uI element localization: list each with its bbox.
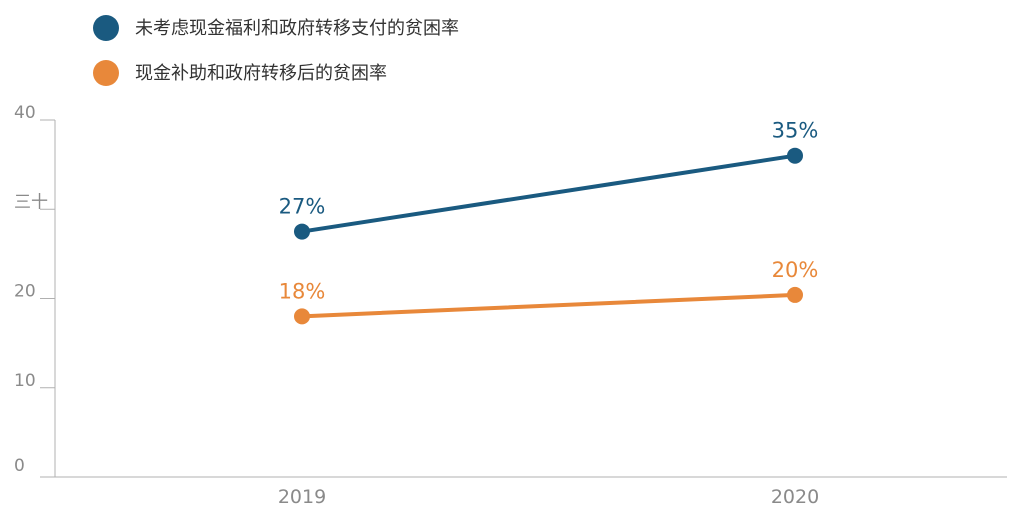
series-2-line [300,292,797,319]
series-1-label-2019: 27% [279,195,326,219]
series-1-point-2019 [294,223,310,240]
y-tick-label-0: 0 [14,456,25,476]
series-1-point-2020 [787,147,803,164]
y-tick-label-10: 10 [14,371,36,391]
legend-marker-1 [93,15,119,41]
series-1-label-2020: 35% [772,119,819,143]
series-1-line [300,153,797,234]
x-tick-label-2020: 2020 [771,486,819,508]
y-tick-label-30: 三十 [14,192,48,212]
series-2-label-2020: 20% [772,258,819,282]
axes: 40 三十 20 10 0 2019 2020 [14,103,1007,508]
legend-marker-2 [93,60,119,86]
legend-label-2: 现金补助和政府转移后的贫困率 [135,63,387,84]
series-2-point-2020 [787,286,803,303]
legend-label-1: 未考虑现金福利和政府转移支付的贫困率 [135,18,459,39]
y-tick-label-40: 40 [14,103,36,123]
x-tick-label-2019: 2019 [278,486,326,508]
series-2-point-2019 [294,308,310,325]
y-tick-label-20: 20 [14,282,36,302]
series-layer: 27% 35% 18% 20% [279,119,819,325]
series-2-label-2019: 18% [279,279,326,303]
